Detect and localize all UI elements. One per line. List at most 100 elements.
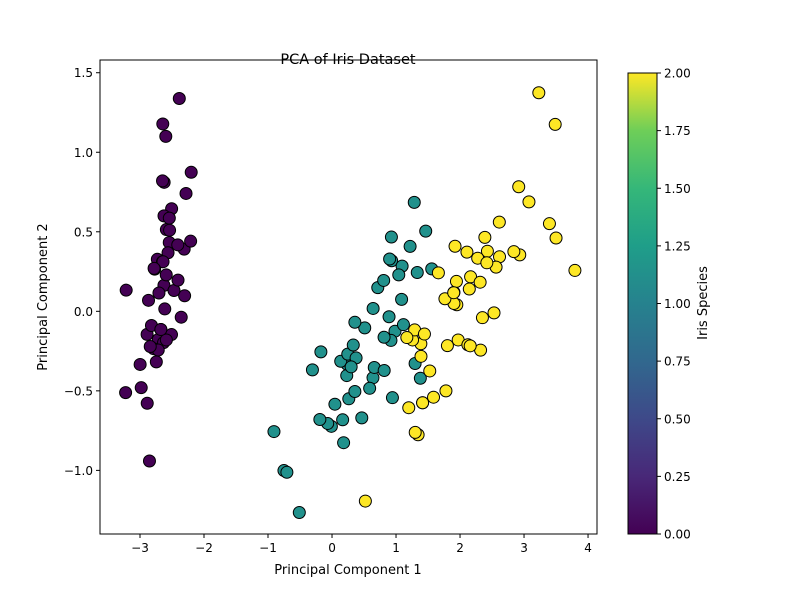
data-point	[382, 310, 396, 324]
data-point	[134, 381, 148, 395]
data-point	[156, 255, 170, 269]
data-point	[154, 322, 168, 336]
x-tick-label: 4	[584, 541, 592, 555]
colorbar-tick-label: 1.75	[664, 124, 691, 138]
x-tick-label: 2	[456, 541, 464, 555]
x-axis-label: Principal Component 1	[274, 563, 421, 578]
x-tick-label: −3	[131, 541, 149, 555]
data-point	[449, 274, 463, 288]
data-point	[133, 357, 147, 371]
y-tick-label: 1.0	[74, 146, 93, 160]
data-point	[377, 330, 391, 344]
colorbar-ticks: 0.00 0.25 0.50 0.75 1.00 1.25 1.50 1.75 2.00	[657, 67, 691, 542]
data-point	[172, 91, 186, 105]
data-point	[366, 301, 380, 315]
data-point	[512, 180, 526, 194]
scatter-points	[119, 86, 582, 520]
data-point	[174, 310, 188, 324]
data-point	[328, 397, 342, 411]
data-point	[159, 333, 173, 347]
colorbar	[627, 72, 658, 535]
data-point	[542, 217, 556, 231]
data-point	[548, 117, 562, 131]
data-point	[396, 318, 410, 332]
y-tick-label: 0.5	[74, 225, 93, 239]
data-point	[478, 230, 492, 244]
data-point	[346, 338, 360, 352]
y-axis-ticks: −1.0 −0.5 0.0 0.5 1.0 1.5	[64, 66, 100, 478]
x-tick-label: 3	[520, 541, 528, 555]
data-point	[159, 129, 173, 143]
data-point	[348, 315, 362, 329]
data-point	[408, 425, 422, 439]
data-point	[440, 339, 454, 353]
data-point	[163, 223, 177, 237]
data-point	[143, 339, 157, 353]
x-axis-ticks: −3 −2 −1 0 1 2 3 4	[131, 534, 592, 555]
data-point	[402, 401, 416, 415]
data-point	[184, 165, 198, 179]
data-point	[480, 256, 494, 270]
colorbar-tick-label: 0.25	[664, 470, 691, 484]
data-point	[419, 224, 433, 238]
data-point	[156, 117, 170, 131]
data-point	[280, 465, 294, 479]
data-point	[448, 239, 462, 253]
data-point	[383, 252, 397, 266]
data-point	[410, 266, 424, 280]
data-point	[507, 245, 521, 259]
data-point	[532, 86, 546, 100]
data-point	[473, 275, 487, 289]
data-point	[403, 239, 417, 253]
data-point	[414, 349, 428, 363]
data-point	[377, 363, 391, 377]
y-tick-label: 1.5	[74, 66, 93, 80]
data-point	[156, 174, 170, 188]
data-point	[392, 268, 406, 282]
data-point	[292, 506, 306, 520]
data-point	[355, 411, 369, 425]
data-point	[416, 396, 430, 410]
data-point	[431, 266, 445, 280]
data-point	[447, 286, 461, 300]
data-point	[395, 292, 409, 306]
data-point	[348, 384, 362, 398]
x-tick-label: −1	[259, 541, 277, 555]
data-point	[152, 286, 166, 300]
data-point	[385, 391, 399, 405]
data-point	[487, 306, 501, 320]
data-point	[305, 363, 319, 377]
data-point	[417, 327, 431, 341]
data-point	[377, 273, 391, 287]
data-point	[363, 381, 377, 395]
data-point	[463, 339, 477, 353]
data-point	[344, 360, 358, 374]
data-point	[179, 186, 193, 200]
data-point	[119, 386, 133, 400]
data-point	[400, 331, 414, 345]
colorbar-label: Iris Species	[696, 266, 711, 340]
data-point	[336, 413, 350, 427]
data-point	[158, 302, 172, 316]
data-point	[358, 321, 372, 335]
data-point	[313, 412, 327, 426]
colorbar-tick-label: 1.50	[664, 182, 691, 196]
colorbar-tick-label: 0.75	[664, 355, 691, 369]
data-point	[140, 396, 154, 410]
data-point	[358, 494, 372, 508]
data-point	[142, 454, 156, 468]
data-point	[178, 289, 192, 303]
data-point	[407, 195, 421, 209]
data-point	[171, 273, 185, 287]
data-point	[427, 390, 441, 404]
data-point	[159, 268, 173, 282]
data-point	[314, 345, 328, 359]
data-point	[267, 425, 281, 439]
data-point	[522, 195, 536, 209]
data-point	[171, 238, 185, 252]
data-point	[119, 283, 133, 297]
data-point	[549, 231, 563, 245]
data-point	[413, 371, 427, 385]
data-point	[149, 355, 163, 369]
